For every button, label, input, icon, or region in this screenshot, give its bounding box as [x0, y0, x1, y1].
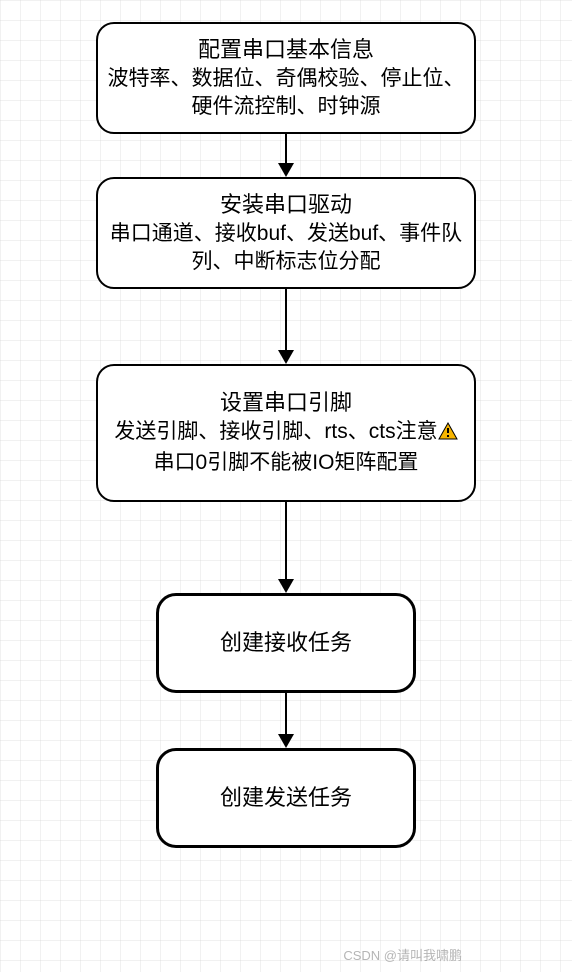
node-title: 安装串口驱动 [220, 190, 352, 220]
arrow-head [278, 734, 294, 748]
node-desc: 串口通道、接收buf、发送buf、事件队列、中断标志位分配 [106, 220, 466, 277]
arrow-head [278, 163, 294, 177]
node-create-tx-task: 创建发送任务 [156, 748, 416, 848]
node-desc: 发送引脚、接收引脚、rts、cts注意串口0引脚不能被IO矩阵配置 [106, 418, 466, 478]
arrow [278, 693, 294, 748]
arrow [278, 289, 294, 364]
arrow [278, 502, 294, 593]
node-title: 设置串口引脚 [220, 388, 352, 418]
arrow-shaft [285, 502, 287, 580]
node-set-uart-pins: 设置串口引脚 发送引脚、接收引脚、rts、cts注意串口0引脚不能被IO矩阵配置 [96, 364, 476, 502]
arrow-shaft [285, 289, 287, 351]
arrow-head [278, 579, 294, 593]
warning-icon [438, 420, 458, 449]
watermark: CSDN @请叫我啸鹏 [343, 945, 462, 964]
node-create-rx-task: 创建接收任务 [156, 593, 416, 693]
node-config-uart-basic: 配置串口基本信息 波特率、数据位、奇偶校验、停止位、硬件流控制、时钟源 [96, 22, 476, 134]
arrow [278, 134, 294, 177]
arrow-shaft [285, 693, 287, 735]
desc-after-icon: 串口0引脚不能被IO矩阵配置 [154, 451, 419, 474]
flowchart: 配置串口基本信息 波特率、数据位、奇偶校验、停止位、硬件流控制、时钟源 安装串口… [0, 0, 572, 848]
node-install-uart-driver: 安装串口驱动 串口通道、接收buf、发送buf、事件队列、中断标志位分配 [96, 177, 476, 289]
node-title: 创建接收任务 [220, 629, 352, 658]
desc-before-icon: 发送引脚、接收引脚、rts、cts注意 [114, 420, 437, 443]
arrow-shaft [285, 134, 287, 164]
arrow-head [278, 350, 294, 364]
node-title: 配置串口基本信息 [198, 35, 374, 65]
node-title: 创建发送任务 [220, 784, 352, 813]
node-desc: 波特率、数据位、奇偶校验、停止位、硬件流控制、时钟源 [106, 65, 466, 122]
